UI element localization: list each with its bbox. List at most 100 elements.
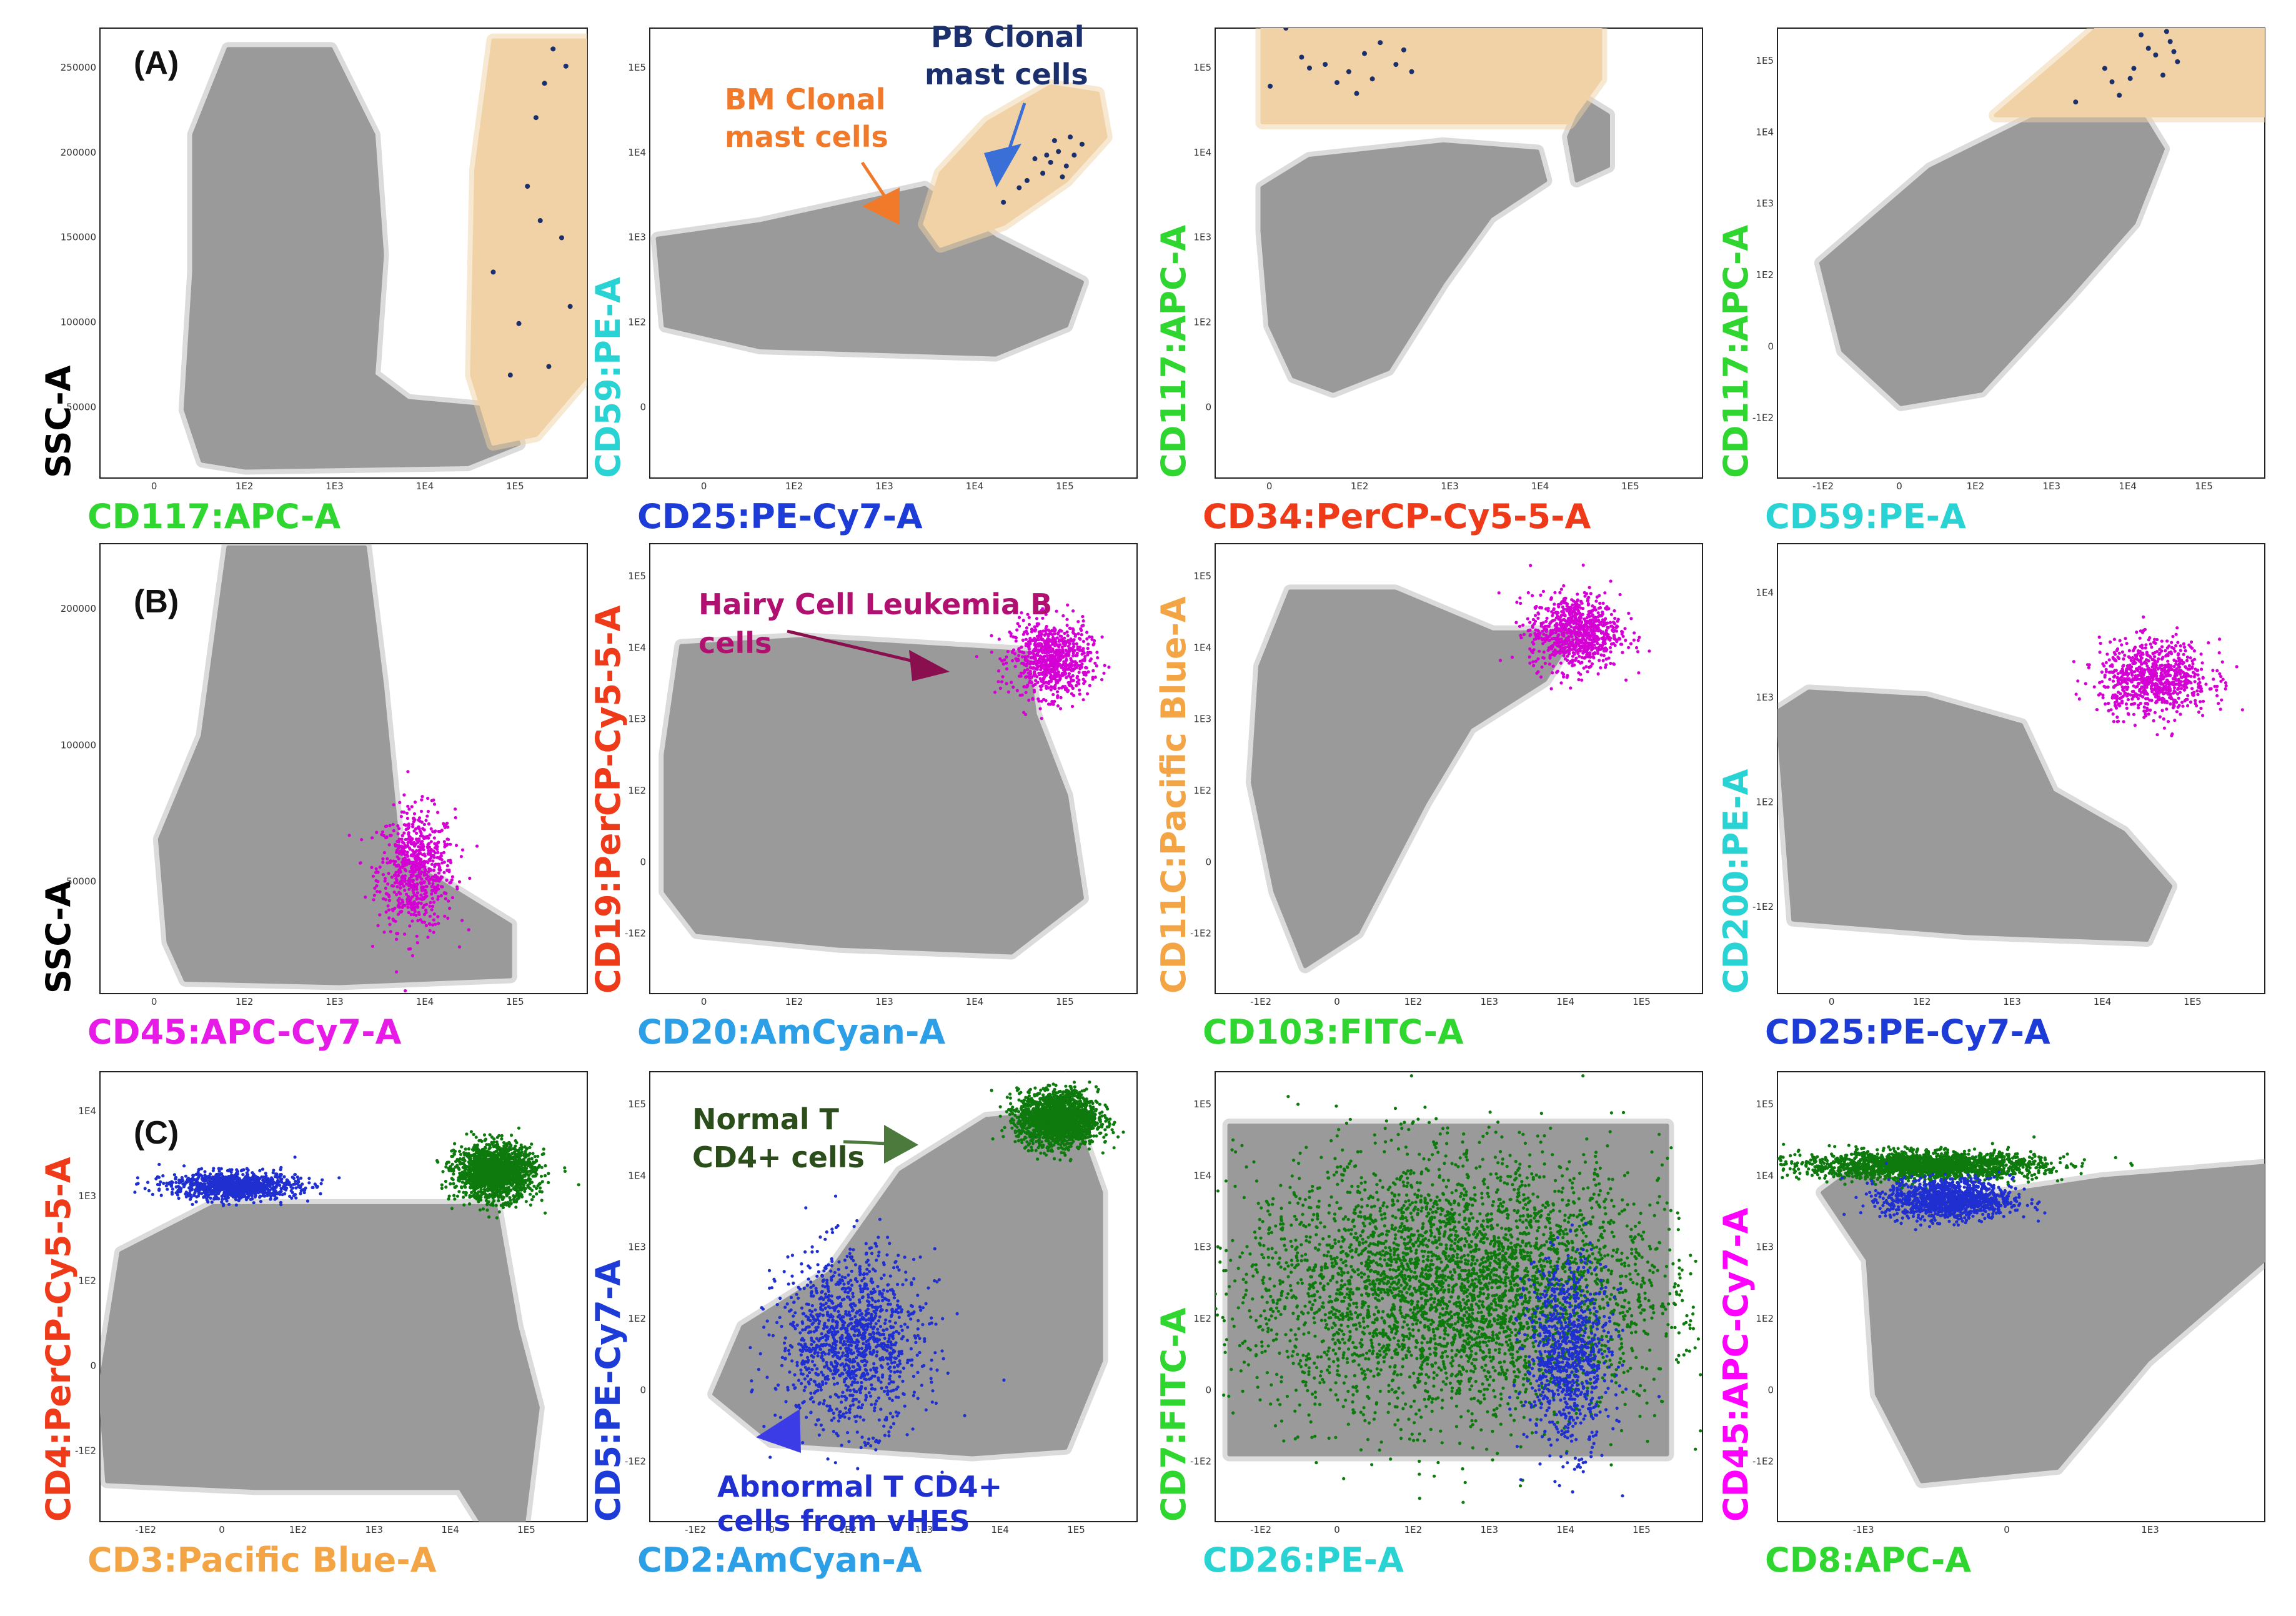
x-axis-label: CD59:PE-A	[1765, 497, 1966, 536]
event-dot	[449, 860, 453, 864]
event-dot	[533, 115, 539, 121]
event-dot	[419, 829, 422, 833]
event-dot	[2102, 684, 2106, 688]
y-tick-label: 1E2	[1193, 316, 1211, 327]
event-dot	[2120, 667, 2124, 671]
event-dot	[388, 922, 392, 926]
event-dot	[1536, 611, 1540, 615]
event-dot	[2115, 676, 2119, 680]
event-dot	[2137, 703, 2140, 707]
event-dot	[2217, 702, 2220, 706]
event-dot	[1027, 616, 1031, 619]
event-dot	[375, 890, 379, 894]
event-dot	[2184, 666, 2188, 670]
event-dot	[397, 846, 400, 850]
event-dot	[2136, 667, 2140, 671]
event-dot	[1604, 666, 1608, 669]
event-dot	[1571, 603, 1574, 607]
event-dot	[1042, 647, 1046, 651]
event-dot	[1362, 51, 1368, 56]
event-dot	[370, 836, 374, 840]
event-dot	[468, 876, 472, 880]
event-dot	[2142, 716, 2146, 719]
event-dot	[1369, 76, 1375, 82]
y-tick-label: 100000	[61, 739, 96, 751]
event-dot	[1033, 642, 1036, 646]
event-dot	[420, 877, 424, 881]
event-dot	[2162, 666, 2166, 670]
event-dot	[1045, 654, 1049, 657]
event-dot	[2164, 691, 2167, 695]
event-dot	[2123, 654, 2127, 657]
event-dot	[1536, 670, 1540, 674]
event-dot	[1071, 631, 1075, 634]
event-dot	[407, 822, 411, 826]
event-dot	[402, 884, 405, 888]
event-dot	[2104, 702, 2107, 706]
event-dot	[423, 861, 427, 865]
event-dot	[1611, 642, 1616, 646]
scatter-panel-b3: -1E2 0 1E2 1E3 1E4 1E51E51E41E31E20-1E2CD103:…	[1154, 543, 1703, 1052]
event-dot	[1615, 640, 1619, 644]
x-tick-label: 0	[1896, 481, 1902, 492]
event-dot	[2124, 702, 2128, 706]
event-dot	[1569, 630, 1574, 634]
event-dot	[1017, 616, 1021, 619]
x-tick-label: 1E5	[1056, 996, 1074, 1007]
event-dot	[424, 873, 429, 877]
event-dot	[2145, 46, 2151, 51]
event-dot	[1555, 612, 1559, 616]
event-dot	[529, 1162, 533, 1167]
event-dot	[517, 1150, 521, 1154]
event-dot	[1592, 656, 1596, 660]
event-dot	[1597, 606, 1601, 610]
event-dot	[1572, 626, 1576, 630]
event-dot	[1036, 622, 1041, 626]
event-dot	[467, 1171, 470, 1175]
x-axis-label: CD103:FITC-A	[1203, 1012, 1464, 1052]
event-dot	[1609, 661, 1613, 666]
event-dot	[436, 850, 440, 854]
event-dot	[1620, 642, 1624, 646]
event-dot	[2138, 649, 2142, 653]
event-dot	[1401, 47, 1406, 52]
plot-area	[650, 79, 1113, 362]
event-dot	[444, 1162, 449, 1165]
event-dot	[409, 904, 414, 907]
event-dot	[1100, 635, 1104, 639]
population-hairy-cell-leukemia-b-cells	[1497, 563, 1651, 691]
event-dot	[2173, 649, 2177, 653]
event-dot	[1618, 637, 1622, 641]
event-dot	[1003, 658, 1006, 662]
event-dot	[993, 691, 997, 694]
event-dot	[1081, 677, 1085, 681]
population-hairy-cell-leukemia-b-cells	[975, 603, 1111, 721]
event-dot	[525, 1147, 529, 1150]
event-dot	[1037, 642, 1041, 646]
event-dot	[2165, 700, 2169, 704]
event-dot	[1536, 632, 1540, 636]
event-dot	[1577, 678, 1581, 682]
y-tick-label: 1E3	[1756, 198, 1774, 209]
event-dot	[1548, 662, 1551, 666]
event-dot	[450, 878, 454, 882]
event-dot	[399, 886, 402, 890]
event-dot	[1086, 651, 1090, 654]
event-dot	[382, 897, 385, 900]
event-dot	[2154, 682, 2158, 686]
event-dot	[428, 833, 432, 837]
event-dot	[1594, 624, 1598, 628]
event-dot	[2117, 657, 2121, 661]
y-tick-label: 1E2	[628, 316, 646, 327]
event-dot	[2195, 669, 2199, 672]
event-dot	[452, 1167, 455, 1171]
population-normal-t-cd4-cells	[435, 1126, 580, 1220]
event-dot	[1040, 171, 1046, 176]
event-dot	[410, 954, 415, 957]
event-dot	[1044, 632, 1048, 636]
event-dot	[1036, 681, 1040, 684]
event-dot	[1557, 605, 1561, 609]
event-dot	[544, 1164, 547, 1168]
event-dot	[407, 824, 411, 828]
event-dot	[1601, 611, 1604, 614]
